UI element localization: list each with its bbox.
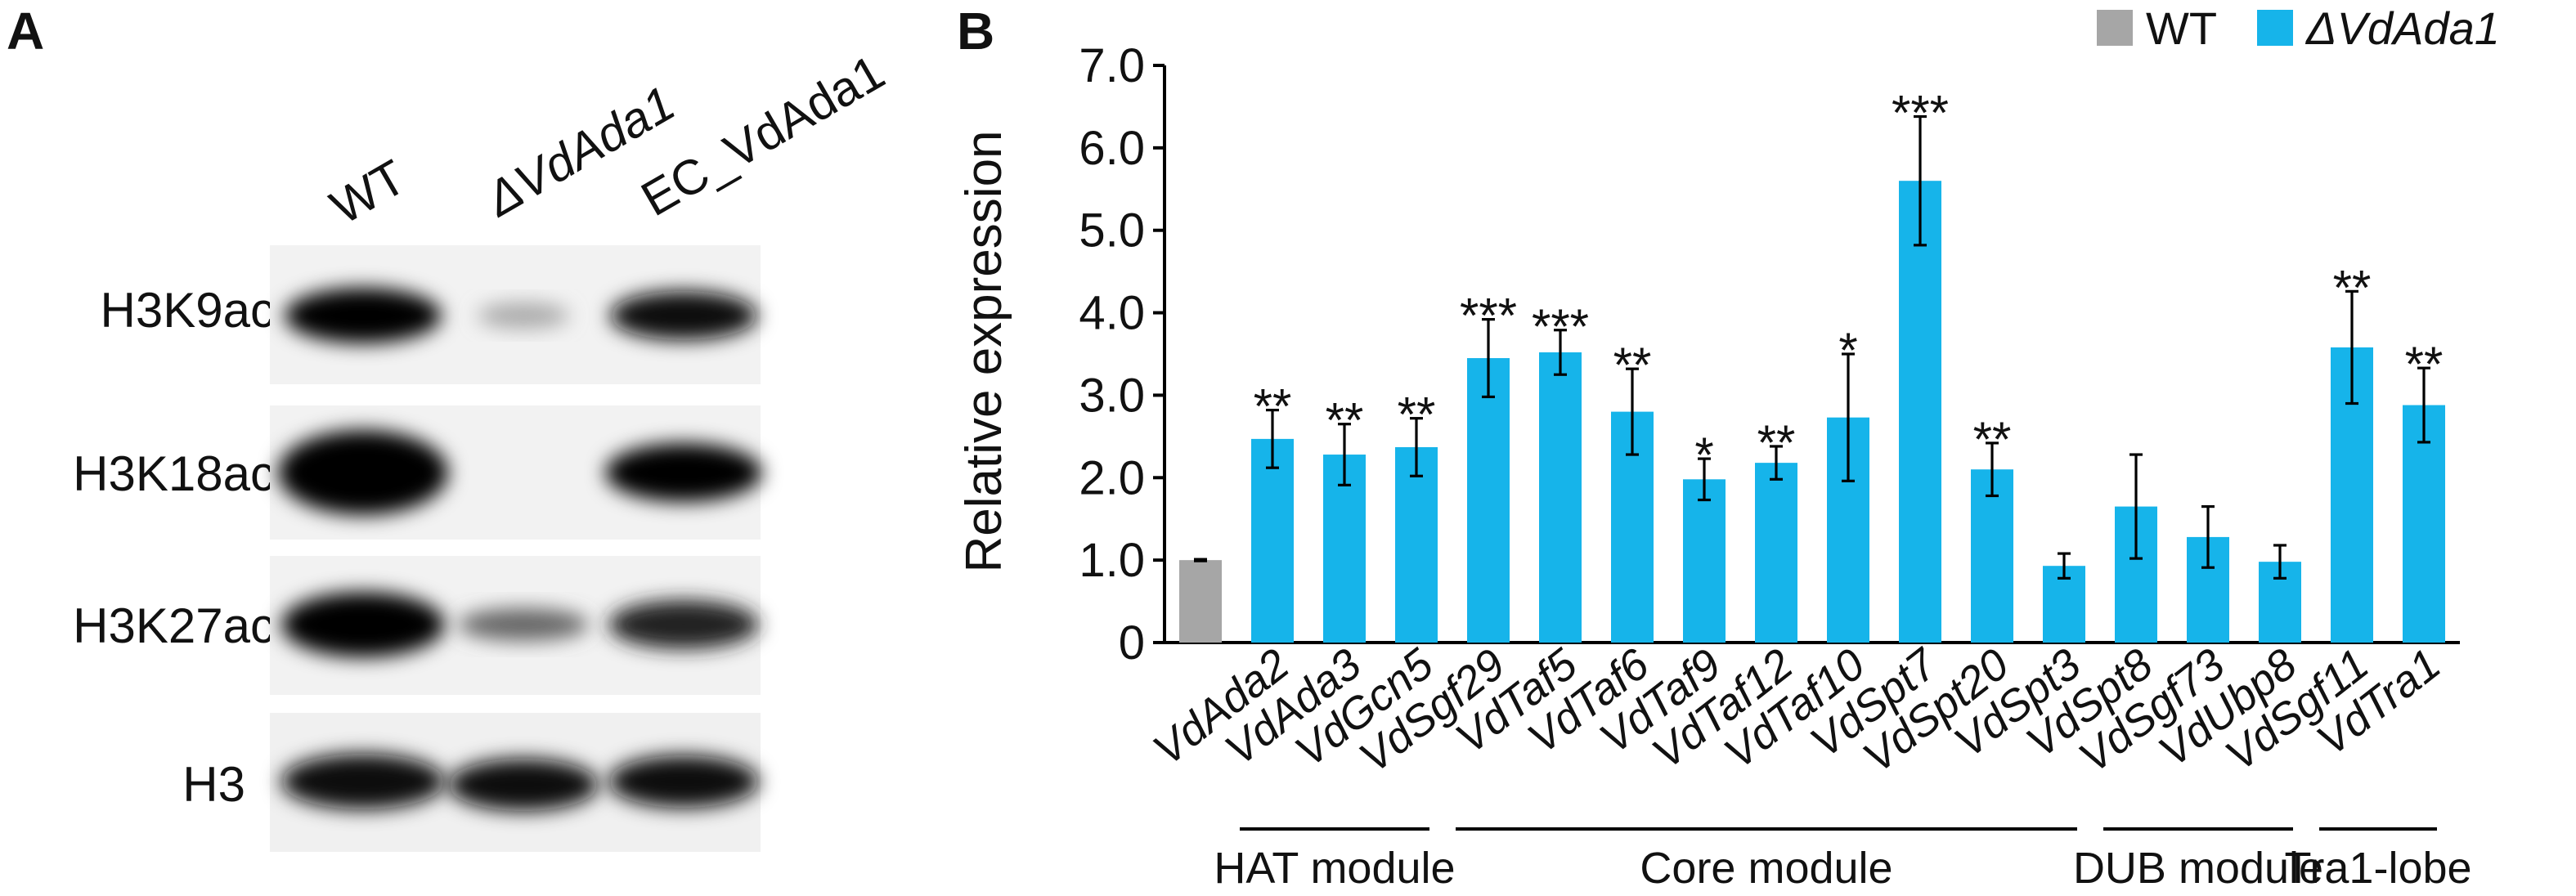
bar — [1467, 358, 1510, 643]
bar — [1251, 438, 1294, 643]
row-label: H3K9ac — [101, 283, 275, 338]
significance-label: ** — [1326, 393, 1364, 448]
blot-strip — [270, 556, 761, 695]
y-tick-label: 3.0 — [1079, 369, 1145, 422]
y-axis-label: Relative expression — [956, 130, 1012, 572]
significance-label: ** — [1973, 412, 2012, 467]
legend-swatch — [2257, 10, 2293, 46]
y-tick-label: 7.0 — [1079, 39, 1145, 92]
error-bar — [2201, 504, 2215, 569]
error-bar — [2345, 289, 2358, 405]
significance-label: * — [1694, 428, 1713, 482]
bar — [1395, 446, 1438, 643]
panel-label: B — [957, 2, 994, 60]
bar — [1971, 469, 2013, 643]
group-label: DUB module — [2073, 844, 2323, 893]
y-tick-label: 5.0 — [1079, 204, 1145, 258]
error-bar — [1770, 445, 1783, 481]
error-bar — [2129, 453, 2143, 560]
error-bar — [1554, 329, 1567, 376]
significance-label: * — [1838, 323, 1857, 378]
blot-strip — [270, 245, 761, 384]
blot-strip — [270, 713, 761, 852]
legend-label: ΔVdAda1 — [2304, 2, 2500, 54]
row-label: H3K27ac — [73, 598, 275, 653]
significance-label: ** — [1613, 338, 1652, 392]
western-blot-panel: A WT ΔVdAda1 EC_VdAda1 H3K9ac H3K18ac H3… — [7, 2, 893, 852]
error-bar — [1842, 352, 1855, 482]
row-label: H3 — [182, 757, 245, 812]
bar — [1899, 181, 1941, 643]
error-bar — [1986, 441, 1999, 498]
error-bar — [1338, 423, 1351, 486]
significance-label: *** — [1460, 289, 1517, 343]
significance-label: ** — [1398, 388, 1436, 442]
y-tick-label: 4.0 — [1079, 287, 1145, 340]
y-tick-label: 1.0 — [1079, 534, 1145, 587]
lane-label: EC_VdAda1 — [632, 44, 893, 226]
group-label: Core module — [1640, 844, 1892, 893]
bar — [1755, 463, 1797, 643]
lane-label: WT — [321, 150, 415, 235]
legend-label: WT — [2146, 2, 2217, 54]
error-bar — [1914, 114, 1927, 247]
group-label: Tra1-lobe — [2284, 844, 2471, 893]
error-bar — [1698, 457, 1711, 502]
error-bar — [1410, 417, 1423, 477]
error-bar — [2058, 552, 2071, 580]
significance-label: ** — [2405, 337, 2444, 392]
error-bar — [2273, 544, 2287, 580]
bar — [2403, 405, 2445, 643]
bar — [1683, 479, 1726, 643]
y-tick-label: 2.0 — [1079, 451, 1145, 504]
bar — [1179, 560, 1222, 643]
blot-strip — [270, 405, 762, 540]
significance-label: ** — [1757, 415, 1796, 470]
error-bar — [1266, 408, 1279, 469]
legend-swatch — [2097, 10, 2133, 46]
y-tick-label: 6.0 — [1079, 122, 1145, 175]
y-tick-label: 0 — [1119, 616, 1145, 670]
error-bar — [1626, 367, 1639, 456]
significance-label: ** — [1254, 379, 1292, 434]
significance-label: *** — [1532, 299, 1589, 354]
bar — [1539, 352, 1582, 643]
group-label: HAT module — [1214, 844, 1455, 893]
significance-label: *** — [1892, 86, 1949, 141]
error-bar — [1482, 318, 1495, 399]
error-bar — [1194, 558, 1207, 562]
panel-label: A — [7, 2, 44, 60]
error-bar — [2417, 366, 2430, 444]
significance-label: ** — [2333, 260, 2372, 315]
row-label: H3K18ac — [73, 446, 275, 501]
